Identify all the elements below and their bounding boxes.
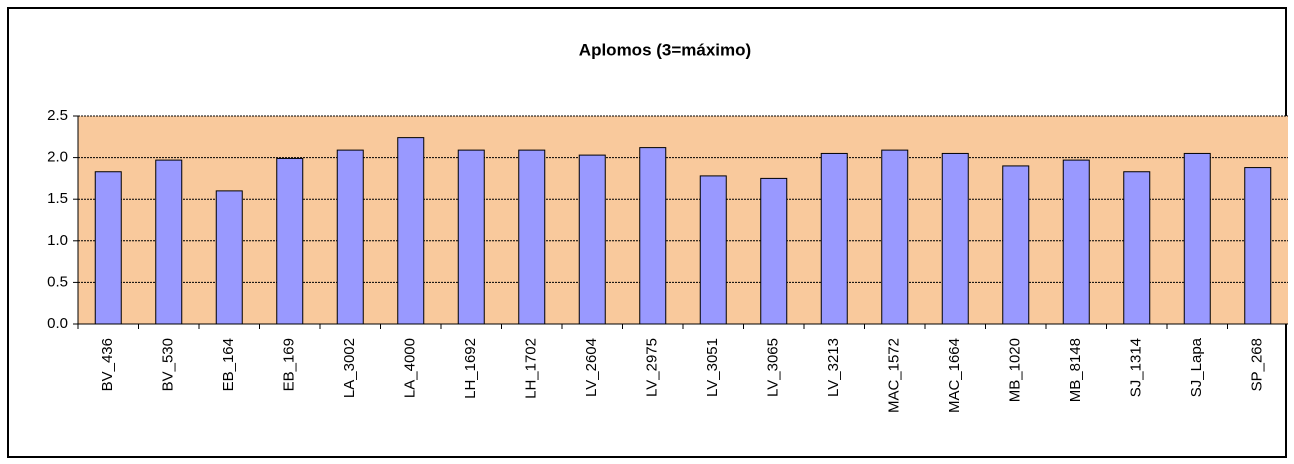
x-tick-label: LV_3051 bbox=[704, 338, 721, 397]
x-tick-label: LA_3002 bbox=[341, 338, 358, 398]
y-tick-label: 1.0 bbox=[47, 232, 68, 249]
bar bbox=[94, 171, 122, 325]
bar bbox=[276, 157, 304, 325]
bar bbox=[699, 175, 727, 325]
bar bbox=[215, 190, 243, 325]
x-tick-label: BV_436 bbox=[99, 338, 116, 391]
x-tick-label: SJ_1314 bbox=[1128, 338, 1145, 397]
bar bbox=[155, 159, 183, 325]
x-tick-label: LA_4000 bbox=[402, 338, 419, 398]
bar bbox=[1002, 165, 1030, 325]
bar bbox=[397, 137, 425, 325]
bar bbox=[578, 154, 606, 325]
y-tick-label: 0.0 bbox=[47, 315, 68, 332]
bar bbox=[1183, 152, 1211, 325]
x-tick-label: LV_2604 bbox=[583, 338, 600, 397]
y-tick-label: 2.5 bbox=[47, 107, 68, 124]
x-tick-label: MB_8148 bbox=[1067, 338, 1084, 402]
x-tick-label: EB_164 bbox=[220, 338, 237, 391]
y-tick-label: 2.0 bbox=[47, 149, 68, 166]
bar bbox=[336, 149, 364, 325]
x-tick-label: SP_268 bbox=[1249, 338, 1266, 391]
x-tick-label: EB_169 bbox=[281, 338, 298, 391]
y-tick-label: 0.5 bbox=[47, 273, 68, 290]
chart-title: Aplomos (3=máximo) bbox=[579, 40, 751, 59]
x-tick-label: SJ_Lapa bbox=[1188, 337, 1205, 397]
x-tick-label: LV_3065 bbox=[765, 338, 782, 397]
x-tick-label: MB_1020 bbox=[1007, 338, 1024, 402]
bar bbox=[820, 152, 848, 325]
x-tick-label: LV_2975 bbox=[644, 338, 661, 397]
bar bbox=[1062, 159, 1090, 325]
bar bbox=[639, 147, 667, 325]
bar bbox=[941, 152, 969, 325]
x-tick-label: BV_530 bbox=[160, 338, 177, 391]
x-tick-label: MAC_1572 bbox=[886, 338, 903, 413]
x-tick-label: MAC_1664 bbox=[946, 338, 963, 413]
bar bbox=[760, 177, 788, 325]
bar bbox=[881, 149, 909, 325]
bar bbox=[1123, 171, 1151, 325]
bar bbox=[1244, 167, 1272, 325]
plot-area bbox=[78, 116, 1288, 324]
y-tick-label: 1.5 bbox=[47, 190, 68, 207]
x-tick-label: LH_1692 bbox=[462, 338, 479, 399]
x-tick-label: LV_3213 bbox=[825, 338, 842, 397]
bar bbox=[518, 149, 546, 325]
bar bbox=[457, 149, 485, 325]
x-tick-label: LH_1702 bbox=[523, 338, 540, 399]
